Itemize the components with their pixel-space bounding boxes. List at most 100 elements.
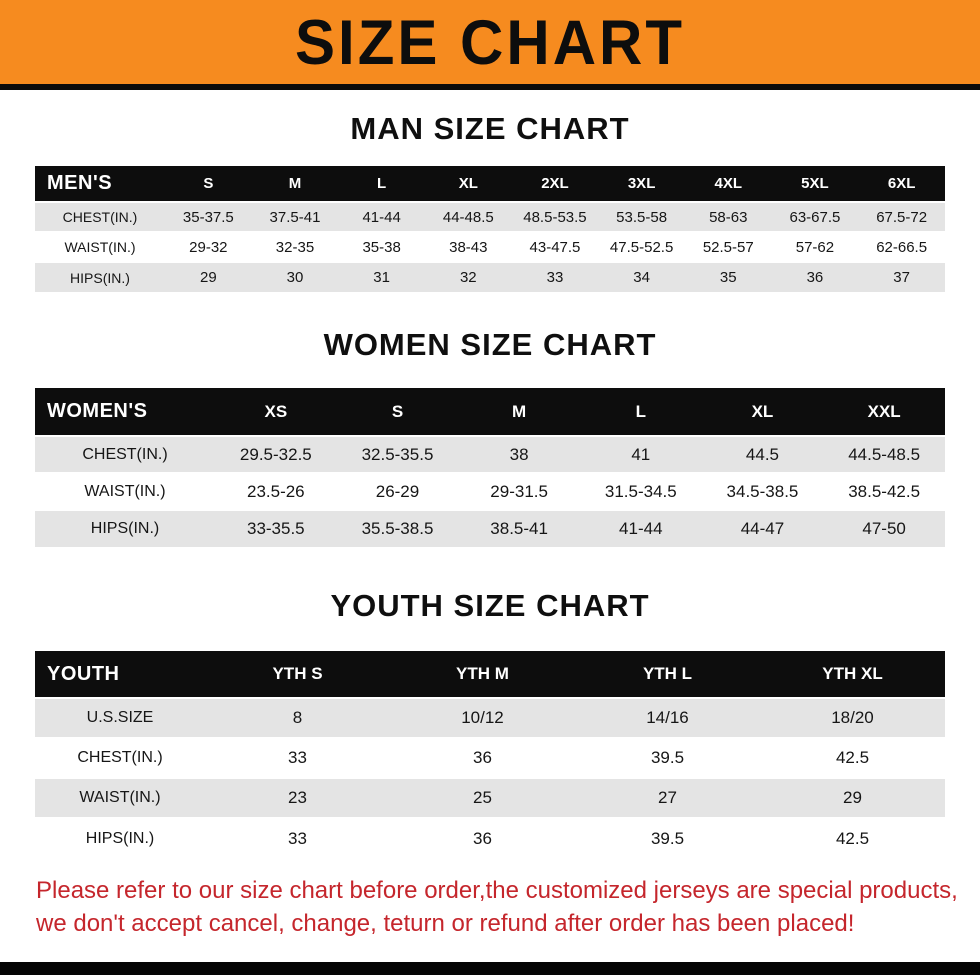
size-column-header: M: [458, 388, 580, 436]
size-column-header: 3XL: [598, 166, 685, 202]
size-column-header: 5XL: [771, 166, 859, 202]
women-section-title: WOMEN SIZE CHART: [323, 327, 657, 362]
table-row: WAIST(IN.) 29-32 32-35 35-38 38-43 43-47.5 47.…: [35, 232, 945, 262]
size-value-cell: 18/20: [831, 708, 874, 727]
size-value-cell: 44-48.5: [442, 208, 494, 226]
row-label-cell: CHEST(IN.): [77, 749, 163, 766]
men-section-title: MAN SIZE CHART: [350, 111, 630, 146]
size-value-cell: 57-62: [795, 238, 835, 256]
size-value-cell: 37.5-41: [269, 208, 321, 226]
size-value-cell: 10/12: [461, 708, 504, 727]
table-row: CHEST(IN.) 33 36 39.5 42.5: [35, 738, 945, 778]
size-column-header: L: [338, 166, 425, 202]
size-value-cell: 41-44: [362, 208, 401, 226]
size-column-header: XXL: [823, 388, 945, 436]
size-value-cell: 38: [509, 444, 529, 464]
table-row: CHEST(IN.) 35-37.5 37.5-41 41-44 44-48.5 48.5…: [35, 202, 945, 232]
table-row: U.S.SIZE 8 10/12 14/16 18/20: [35, 698, 945, 738]
size-value-cell: 32.5-35.5: [361, 444, 434, 464]
footer-notice: Please refer to our size chart before or…: [0, 874, 980, 940]
table-header-row: WOMEN'S XS S M L XL XXL: [35, 388, 945, 436]
size-value-cell: 35-38: [362, 238, 401, 256]
size-value-cell: 58-63: [709, 208, 748, 226]
size-value-cell: 32-35: [275, 238, 315, 256]
size-value-cell: 48.5-53.5: [523, 208, 587, 226]
size-value-cell: 14/16: [646, 708, 689, 727]
size-value-cell: 31.5-34.5: [604, 481, 677, 501]
size-value-cell: 36: [806, 269, 824, 286]
size-value-cell: 63-67.5: [789, 208, 841, 226]
size-value-cell: 44.5: [745, 444, 779, 464]
table-row: WAIST(IN.) 23 25 27 29: [35, 778, 945, 818]
size-value-cell: 34: [633, 269, 650, 286]
page-title: SIZE CHART: [295, 6, 685, 78]
size-column-header: 6XL: [858, 166, 945, 202]
banner: SIZE CHART: [0, 0, 980, 90]
section-men: MAN SIZE CHART MEN'S S M L XL 2XL 3XL 4XL 5XL 6XL…: [0, 110, 980, 292]
table-title-cell: WOMEN'S: [35, 388, 215, 436]
size-value-cell: 67.5-72: [876, 208, 928, 226]
size-value-cell: 35.5-38.5: [361, 519, 434, 538]
size-value-cell: 26-29: [375, 481, 420, 501]
size-value-cell: 27: [658, 788, 677, 807]
size-column-header: YTH XL: [760, 651, 945, 698]
table-row: CHEST(IN.) 29.5-32.5 32.5-35.5 38 41 44.5 44.5…: [35, 436, 945, 473]
size-value-cell: 39.5: [650, 828, 685, 848]
size-value-cell: 47-50: [862, 519, 906, 538]
row-label-cell: HIPS(IN.): [85, 829, 155, 847]
size-column-header: YTH S: [205, 651, 390, 698]
row-label-cell: HIPS(IN.): [70, 269, 130, 286]
table-title-cell: MEN'S: [35, 166, 165, 202]
size-value-cell: 42.5: [835, 748, 870, 767]
notice-line-1: Please refer to our size chart before or…: [36, 877, 958, 904]
size-value-cell: 29: [843, 788, 862, 807]
table-header-row: MEN'S S M L XL 2XL 3XL 4XL 5XL 6XL: [35, 166, 945, 202]
row-label-cell: WAIST(IN.): [84, 482, 166, 500]
men-size-table: MEN'S S M L XL 2XL 3XL 4XL 5XL 6XL CHEST(IN.) 35-37…: [35, 166, 945, 292]
size-value-cell: 41: [631, 444, 651, 464]
size-value-cell: 25: [473, 788, 492, 807]
size-value-cell: 37: [893, 269, 910, 286]
size-column-header: S: [165, 166, 252, 202]
size-value-cell: 38.5-42.5: [848, 481, 921, 501]
size-value-cell: 42.5: [835, 828, 870, 848]
row-label-cell: WAIST(IN.): [64, 239, 136, 255]
size-column-header: M: [251, 166, 339, 202]
row-label-cell: WAIST(IN.): [79, 789, 161, 806]
row-label-cell: CHEST(IN.): [62, 209, 138, 225]
size-value-cell: 29: [199, 269, 217, 286]
size-column-header: YTH M: [390, 651, 575, 698]
size-value-cell: 41-44: [619, 519, 663, 538]
size-value-cell: 33: [546, 269, 564, 286]
size-value-cell: 33: [288, 748, 307, 767]
size-value-cell: 8: [292, 708, 303, 727]
size-column-header: L: [579, 388, 702, 436]
size-value-cell: 23: [288, 788, 307, 807]
size-value-cell: 43-47.5: [529, 238, 581, 256]
size-value-cell: 29-32: [189, 238, 228, 256]
size-value-cell: 38.5-41: [490, 519, 548, 538]
size-value-cell: 44.5-48.5: [848, 444, 921, 464]
size-value-cell: 39.5: [650, 748, 685, 767]
size-value-cell: 38-43: [449, 238, 488, 256]
size-value-cell: 44-47: [740, 519, 785, 538]
table-row: HIPS(IN.) 33-35.5 35.5-38.5 38.5-41 41-44 44-…: [35, 510, 945, 547]
size-value-cell: 32: [459, 269, 477, 286]
size-value-cell: 35-37.5: [182, 208, 234, 226]
content: MAN SIZE CHART MEN'S S M L XL 2XL 3XL 4XL 5XL 6XL…: [0, 110, 980, 858]
size-column-header: XL: [701, 388, 824, 436]
row-label-cell: CHEST(IN.): [82, 445, 168, 463]
size-column-header: XL: [424, 166, 512, 202]
size-value-cell: 35: [719, 269, 737, 286]
size-value-cell: 29.5-32.5: [239, 444, 312, 464]
size-column-header: YTH L: [575, 651, 760, 698]
table-row: HIPS(IN.) 33 36 39.5 42.5: [35, 818, 945, 858]
women-size-table: WOMEN'S XS S M L XL XXL CHEST(IN.) 29.5-32.5 32.5…: [35, 388, 945, 547]
size-value-cell: 23.5-26: [246, 481, 305, 501]
size-value-cell: 52.5-57: [702, 238, 754, 256]
size-column-header: 2XL: [511, 166, 599, 202]
size-value-cell: 53.5-58: [616, 208, 668, 226]
size-value-cell: 47.5-52.5: [609, 238, 674, 256]
size-value-cell: 36: [473, 828, 492, 848]
